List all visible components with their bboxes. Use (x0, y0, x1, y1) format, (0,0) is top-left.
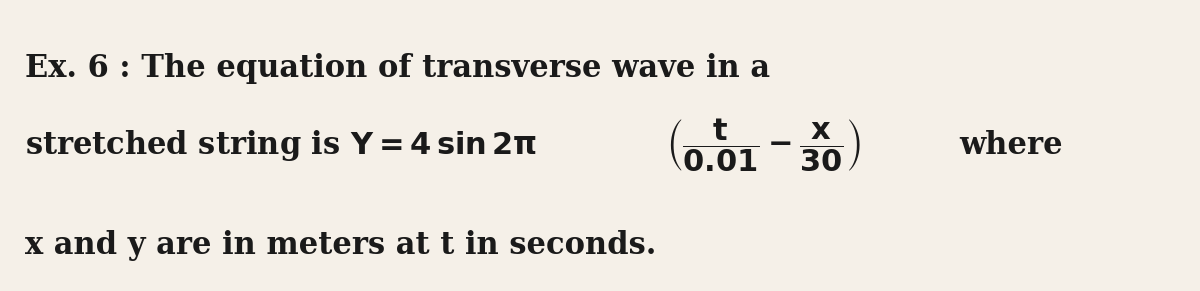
Text: stretched string is $\mathbf{Y = 4\,sin\,2\pi}$: stretched string is $\mathbf{Y = 4\,sin\… (25, 128, 538, 163)
Text: Ex. 6 : The equation of transverse wave in a: Ex. 6 : The equation of transverse wave … (25, 53, 770, 84)
Text: x and y are in meters at t in seconds.: x and y are in meters at t in seconds. (25, 230, 656, 261)
Text: where: where (959, 130, 1063, 161)
Text: $\mathbf{\left(\dfrac{t}{0.01} - \dfrac{x}{30}\right)}$: $\mathbf{\left(\dfrac{t}{0.01} - \dfrac{… (666, 117, 860, 174)
